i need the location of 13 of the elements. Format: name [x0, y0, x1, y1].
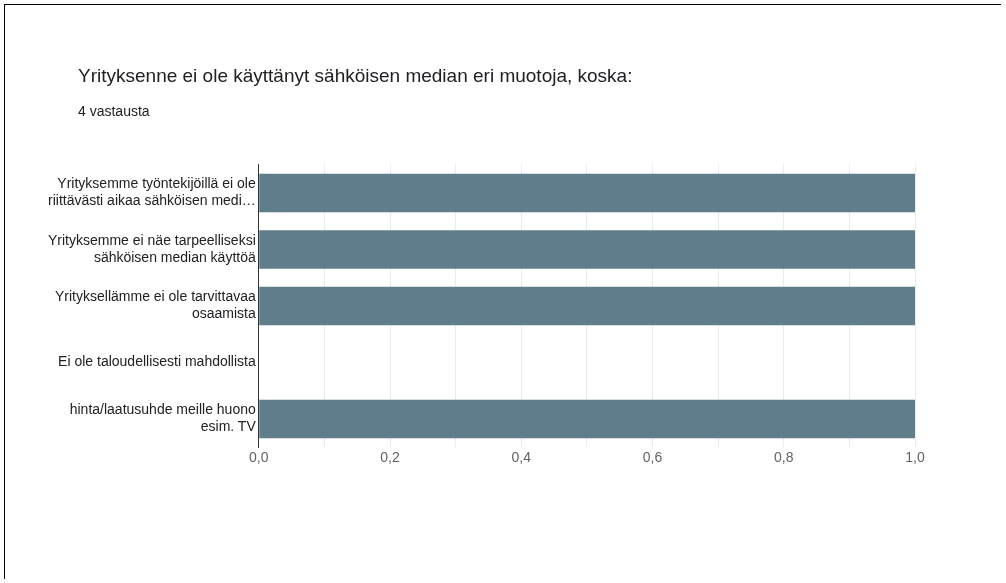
y-tick-label: hinta/laatusuhde meille huono esim. TV [69, 401, 257, 435]
y-tick-label: Yrityksemme työntekijöillä ei ole riittävästi aikaa sähköisen medi… [47, 175, 256, 209]
y-tick-label: Yrityksemme ei näe tarpeelliseksi sähköisen median käyttöä [48, 231, 256, 265]
text: 4 vastausta [78, 103, 150, 119]
y-tick-label: Yrityksellämme ei ole tarvittavaa osaamista [55, 288, 256, 322]
chart-title: Yrityksenne ei ole käyttänyt sähköisen median eri muotoja, koska: [78, 65, 633, 87]
y-tick-label: Ei ole taloudellisesti mahdollista [58, 353, 256, 370]
x-tick-label: 0,4 [511, 449, 532, 466]
x-tick-label: 0,6 [642, 449, 663, 466]
x-tick-label: 0,0 [249, 449, 269, 466]
x-tick-label: 1,0 [905, 449, 925, 466]
x-tick-label: 0,2 [380, 449, 400, 466]
x-tick-label: 0,8 [774, 449, 794, 466]
